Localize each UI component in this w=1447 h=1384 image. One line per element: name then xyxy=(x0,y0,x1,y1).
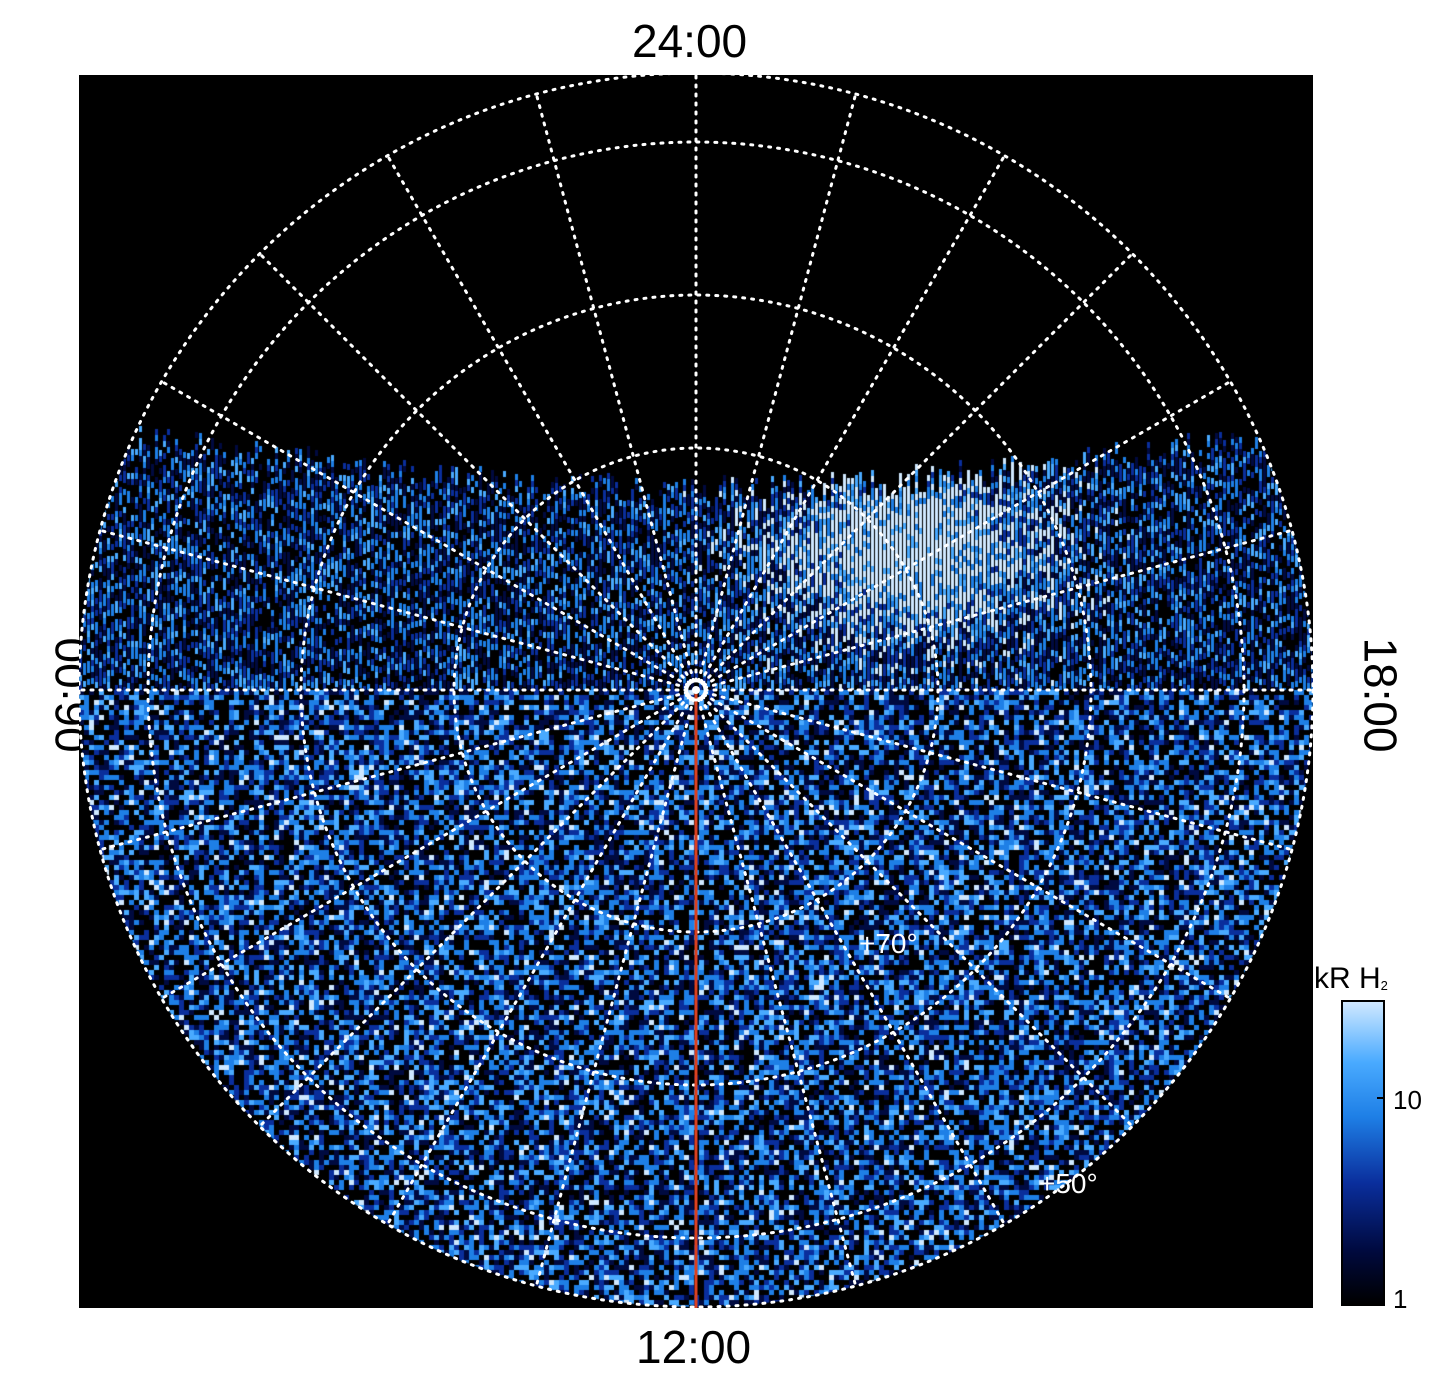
meridian-line-4 xyxy=(694,688,1006,1226)
meridian-line-23 xyxy=(694,528,1294,692)
local-time-label-right: 18:00 xyxy=(1354,637,1407,753)
pole-marker-outer xyxy=(684,678,708,702)
colorbar-tick-1 xyxy=(1377,1303,1385,1305)
meridian-line-13 xyxy=(98,528,698,692)
meridian-line-11 xyxy=(98,688,698,852)
colorbar xyxy=(1341,1000,1385,1306)
meridian-line-14 xyxy=(160,380,698,692)
colorbar-title: kR H2 xyxy=(1314,962,1388,996)
meridian-line-16 xyxy=(386,154,698,692)
polar-projection-panel: +70° +50° xyxy=(79,75,1313,1308)
colorbar-tick-label-10: 10 xyxy=(1393,1085,1422,1115)
meridian-line-8 xyxy=(386,688,698,1226)
meridian-line-3 xyxy=(694,688,1134,1128)
meridian-line-20 xyxy=(694,154,1006,692)
latitude-label-50: +50° xyxy=(1039,1168,1098,1199)
meridian-line-1 xyxy=(694,688,1294,852)
meridian-line-7 xyxy=(534,688,698,1288)
meridian-line-10 xyxy=(160,688,698,1000)
colorbar-title-subscript: 2 xyxy=(1380,978,1388,993)
local-time-label-bottom: 12:00 xyxy=(636,1321,752,1373)
colorbar-tick-10 xyxy=(1377,1097,1385,1099)
meridian-line-2 xyxy=(694,688,1232,1000)
latitude-label-70: +70° xyxy=(859,928,918,959)
colorbar-title-main: kR H xyxy=(1314,962,1381,995)
meridian-line-22 xyxy=(694,380,1232,692)
meridian-line-21 xyxy=(694,252,1134,692)
meridian-line-17 xyxy=(534,92,698,692)
polar-grid-overlay xyxy=(79,75,1313,1308)
colorbar-tick-label-1: 1 xyxy=(1393,1284,1408,1314)
pole-marker-dot xyxy=(692,686,700,694)
local-time-label-top: 24:00 xyxy=(632,15,748,67)
meridian-line-19 xyxy=(694,92,858,692)
meridian-line-5 xyxy=(694,688,858,1288)
meridian-line-15 xyxy=(258,252,698,692)
meridian-line-9 xyxy=(258,688,698,1128)
